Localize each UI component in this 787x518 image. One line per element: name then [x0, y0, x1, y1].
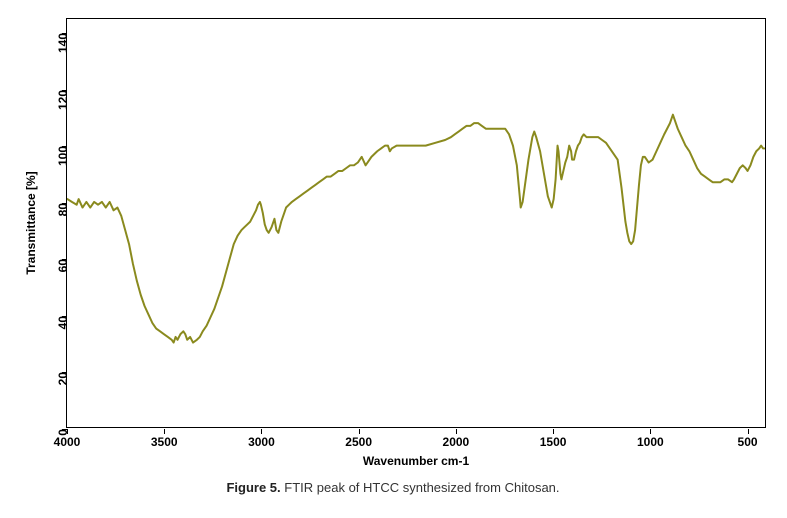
y-tick-label: 80: [56, 203, 70, 229]
x-tick-label: 3000: [248, 435, 275, 449]
caption-text: FTIR peak of HTCC synthesized from Chito…: [281, 480, 560, 495]
y-tick-label: 140: [56, 33, 70, 59]
x-tick-label: 3500: [151, 435, 178, 449]
ftir-spectrum-svg: [67, 19, 765, 427]
x-tick-label: 4000: [54, 435, 81, 449]
x-tick-label: 1000: [637, 435, 664, 449]
ftir-trace: [67, 115, 764, 343]
x-tick-label: 2000: [443, 435, 470, 449]
plot-area: 0204060801001201404000350030002500200015…: [66, 18, 766, 428]
y-tick-label: 20: [56, 372, 70, 398]
y-tick-label: 100: [56, 146, 70, 172]
y-tick-label: 60: [56, 259, 70, 285]
x-axis-label: Wavenumber cm-1: [363, 454, 469, 468]
x-tick-label: 1500: [540, 435, 567, 449]
y-axis-label: Transmittance [%]: [24, 171, 38, 274]
x-tick-label: 500: [738, 435, 758, 449]
y-tick-label: 120: [56, 90, 70, 116]
y-tick-label: 40: [56, 316, 70, 342]
figure-container: 0204060801001201404000350030002500200015…: [0, 0, 787, 518]
figure-caption: Figure 5. FTIR peak of HTCC synthesized …: [226, 480, 559, 495]
x-tick-label: 2500: [345, 435, 372, 449]
caption-label: Figure 5.: [226, 480, 280, 495]
